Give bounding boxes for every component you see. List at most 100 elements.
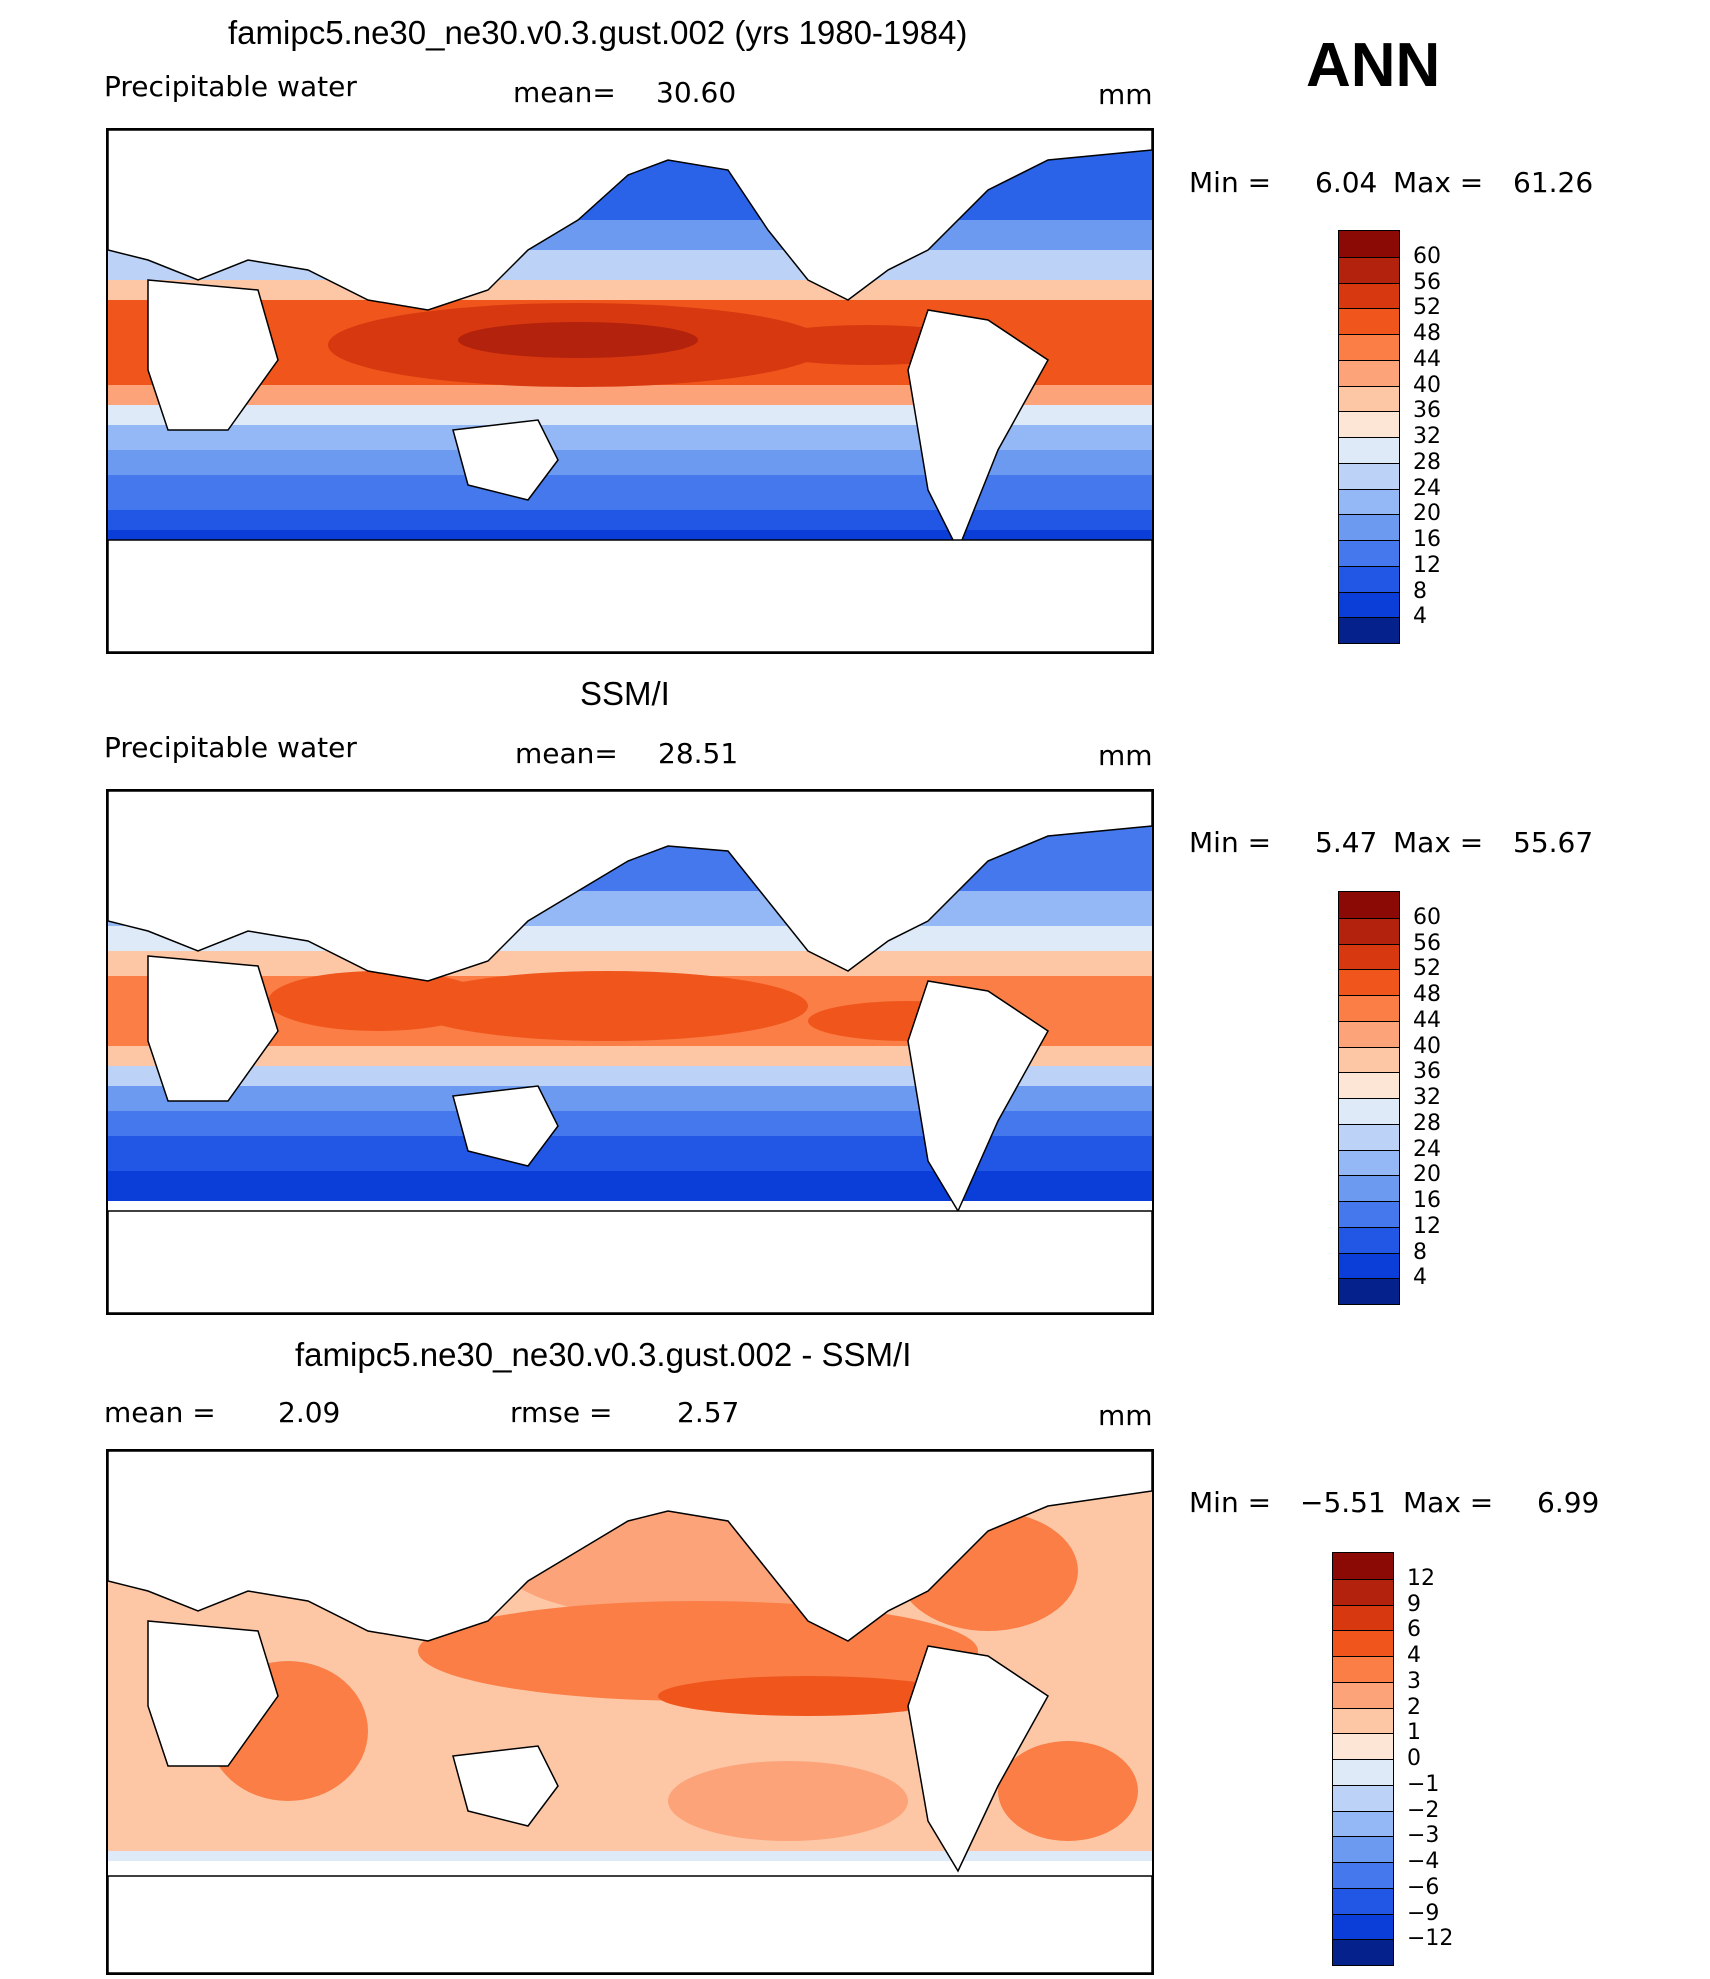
colorbar-label: 20 xyxy=(1413,501,1441,527)
colorbar-swatch xyxy=(1339,256,1399,283)
colorbar-swatch xyxy=(1333,1553,1393,1579)
colorbar-label: 44 xyxy=(1413,346,1441,372)
panel-2-variable: Precipitable water xyxy=(104,731,357,764)
colorbar-swatch xyxy=(1333,1759,1393,1785)
colorbar-swatch xyxy=(1333,1630,1393,1656)
colorbar-swatch xyxy=(1339,359,1399,386)
colorbar-swatch xyxy=(1339,334,1399,360)
panel-1-variable: Precipitable water xyxy=(104,70,357,103)
colorbar-label: 12 xyxy=(1407,1565,1435,1591)
colorbar-label: 48 xyxy=(1413,982,1441,1007)
colorbar-swatch xyxy=(1339,308,1399,334)
panel-3-max-value: 6.99 xyxy=(1537,1486,1600,1519)
colorbar-swatch xyxy=(1339,591,1399,618)
colorbar-swatch xyxy=(1333,1656,1393,1682)
colorbar-swatch xyxy=(1333,1836,1393,1862)
colorbar-label: −2 xyxy=(1407,1797,1440,1823)
colorbar-swatch xyxy=(1333,1578,1393,1605)
colorbar-label: 12 xyxy=(1413,1213,1441,1239)
colorbar-swatch xyxy=(1333,1862,1393,1888)
colorbar-label: 16 xyxy=(1413,527,1441,552)
colorbar-swatch xyxy=(1339,892,1399,918)
colorbar-swatch xyxy=(1339,282,1399,309)
colorbar-label: 3 xyxy=(1407,1668,1421,1694)
colorbar-swatch xyxy=(1339,1149,1399,1176)
colorbar-swatch xyxy=(1333,1604,1393,1631)
panel-2-units: mm xyxy=(1098,739,1153,772)
panel-2-min-value: 5.47 xyxy=(1315,826,1378,859)
colorbar-label: 2 xyxy=(1407,1694,1421,1720)
colorbar-swatch xyxy=(1339,969,1399,995)
colorbar-label: 0 xyxy=(1407,1746,1421,1771)
panel-1-units: mm xyxy=(1098,78,1153,111)
colorbar-label: 4 xyxy=(1413,604,1427,630)
panel-2-max-label: Max = xyxy=(1393,826,1484,859)
colorbar-label: 52 xyxy=(1413,295,1441,321)
colorbar-label: 56 xyxy=(1413,930,1441,956)
colorbar-label: −6 xyxy=(1407,1874,1440,1900)
panel-1-map-svg xyxy=(108,130,1152,652)
colorbar-label: 48 xyxy=(1413,321,1441,346)
colorbar-swatch xyxy=(1333,1733,1393,1759)
colorbar-swatch xyxy=(1339,917,1399,944)
colorbar-label: −1 xyxy=(1407,1771,1440,1797)
colorbar-swatch xyxy=(1339,385,1399,412)
panel-2-max-value: 55.67 xyxy=(1513,826,1594,859)
panel-3-rmse-label: rmse = xyxy=(510,1396,613,1429)
colorbar-label: 44 xyxy=(1413,1007,1441,1033)
season-label: ANN xyxy=(1306,31,1441,100)
panel-3-min-value: −5.51 xyxy=(1300,1486,1386,1519)
colorbar-label: −12 xyxy=(1407,1926,1454,1952)
colorbar-label: 60 xyxy=(1413,904,1441,930)
colorbar-swatch xyxy=(1339,411,1399,437)
colorbar-label: 6 xyxy=(1407,1617,1421,1643)
colorbar-swatch xyxy=(1339,1252,1399,1279)
colorbar-swatch xyxy=(1333,1681,1393,1708)
colorbar-swatch xyxy=(1339,1175,1399,1201)
panel-2-title: SSM/I xyxy=(580,675,670,712)
colorbar-label: 20 xyxy=(1413,1162,1441,1188)
panel-3-map-svg xyxy=(108,1451,1152,1973)
panel-1-max-value: 61.26 xyxy=(1513,166,1594,199)
colorbar-label: 1 xyxy=(1407,1720,1421,1746)
panel-2-colorbar: 60 56 52 48 44 40 36 32 28 24 20 16 12 8 4 xyxy=(1338,891,1441,1305)
colorbar-label: 40 xyxy=(1413,372,1441,398)
colorbar-label: −4 xyxy=(1407,1849,1440,1874)
panel-3-map xyxy=(106,1449,1154,1975)
colorbar-swatch xyxy=(1339,488,1399,515)
colorbar-label: 56 xyxy=(1413,269,1441,295)
panel-1-map xyxy=(106,128,1154,654)
panel-3-mean-value: 2.09 xyxy=(278,1396,341,1429)
colorbar-label: 36 xyxy=(1413,398,1441,424)
panel-2-mean-value: 28.51 xyxy=(658,737,739,770)
colorbar-swatch xyxy=(1339,1046,1399,1073)
colorbar-swatch xyxy=(1333,1913,1393,1940)
colorbar-label: 52 xyxy=(1413,956,1441,982)
colorbar-label: 24 xyxy=(1413,1136,1441,1162)
colorbar-swatch xyxy=(1339,437,1399,463)
colorbar-swatch xyxy=(1333,1939,1393,1965)
colorbar-swatch xyxy=(1339,540,1399,566)
colorbar-label: 40 xyxy=(1413,1033,1441,1059)
panel-1-mean-value: 30.60 xyxy=(656,76,737,109)
colorbar-label: 28 xyxy=(1413,1110,1441,1136)
colorbar-swatch xyxy=(1339,1098,1399,1124)
panel-2-min-label: Min = xyxy=(1189,826,1272,859)
panel-3-title: famipc5.ne30_ne30.v0.3.gust.002 - SSM/I xyxy=(295,1336,912,1373)
colorbar-label: 8 xyxy=(1413,578,1427,604)
panel-2-mean-label: mean= xyxy=(515,737,618,770)
colorbar-label: 32 xyxy=(1413,424,1441,449)
panel-3-max-label: Max = xyxy=(1403,1486,1494,1519)
panel-3-min-label: Min = xyxy=(1189,1486,1272,1519)
colorbar-label: −3 xyxy=(1407,1823,1440,1849)
panel-2-map xyxy=(106,789,1154,1315)
colorbar-label: 4 xyxy=(1413,1265,1427,1291)
panel-1-max-label: Max = xyxy=(1393,166,1484,199)
colorbar-label: 9 xyxy=(1407,1591,1421,1617)
colorbar-label: 8 xyxy=(1413,1239,1427,1265)
colorbar-label: 60 xyxy=(1413,243,1441,269)
panel-1-min-label: Min = xyxy=(1189,166,1272,199)
colorbar-label: 24 xyxy=(1413,475,1441,501)
panel-3-colorbar: 12 9 6 4 3 2 1 0 −1 −2 −3 −4 −6 −9 −12 xyxy=(1332,1552,1453,1966)
panel-1-min-value: 6.04 xyxy=(1315,166,1378,199)
